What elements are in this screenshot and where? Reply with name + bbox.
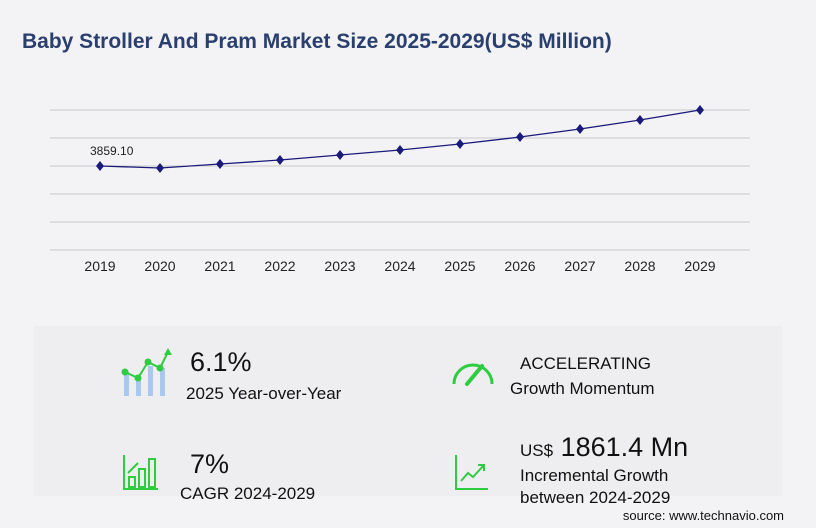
data-point bbox=[396, 145, 404, 156]
x-tick-label: 2027 bbox=[564, 258, 595, 274]
data-point bbox=[96, 161, 104, 172]
incremental-label-2: between 2024-2029 bbox=[520, 488, 671, 507]
cagr-label: CAGR 2024-2029 bbox=[180, 484, 316, 503]
x-tick-label: 2029 bbox=[684, 258, 715, 274]
data-point bbox=[636, 115, 644, 126]
x-tick-label: 2023 bbox=[324, 258, 355, 274]
momentum-label: Growth Momentum bbox=[510, 379, 655, 398]
trend-up-icon bbox=[455, 455, 488, 490]
incremental-value: 1861.4 Mn bbox=[560, 432, 689, 462]
series-line bbox=[99, 109, 701, 169]
speedometer-icon bbox=[452, 363, 494, 386]
line-chart: 2019 2020 2021 2022 2023 2024 2025 2026 2027 2028… bbox=[50, 105, 750, 274]
currency-prefix: US$ bbox=[520, 441, 554, 460]
momentum-value: ACCELERATING bbox=[520, 354, 651, 373]
x-tick-label: 2021 bbox=[204, 258, 235, 274]
x-tick-label: 2026 bbox=[504, 258, 535, 274]
source-text: source: www.technavio.com bbox=[622, 508, 784, 523]
data-point bbox=[156, 163, 164, 174]
data-point bbox=[336, 150, 344, 161]
x-tick-label: 2020 bbox=[144, 258, 175, 274]
growth-chart-icon bbox=[121, 348, 172, 396]
data-point bbox=[696, 105, 704, 115]
x-tick-label: 2028 bbox=[624, 258, 655, 274]
x-tick-label: 2019 bbox=[84, 258, 115, 274]
data-point bbox=[216, 159, 224, 170]
x-tick-label: 2025 bbox=[444, 258, 475, 274]
cagr-value: 7% bbox=[190, 449, 230, 479]
data-label: 3859.10 bbox=[90, 144, 134, 158]
incremental-growth: US$ 1861.4 Mn bbox=[520, 432, 688, 463]
stats-panel bbox=[34, 326, 782, 496]
yoy-value: 6.1% bbox=[190, 347, 252, 377]
yoy-label: 2025 Year-over-Year bbox=[186, 384, 342, 403]
data-point bbox=[276, 154, 284, 165]
x-tick-label: 2024 bbox=[384, 258, 415, 274]
incremental-label-1: Incremental Growth bbox=[520, 466, 669, 485]
data-point bbox=[456, 138, 464, 149]
data-point bbox=[576, 124, 584, 135]
data-point bbox=[516, 132, 524, 143]
x-tick-label: 2022 bbox=[264, 258, 295, 274]
chart-title: Baby Stroller And Pram Market Size 2025-… bbox=[22, 30, 612, 53]
bar-chart-icon bbox=[123, 455, 158, 490]
